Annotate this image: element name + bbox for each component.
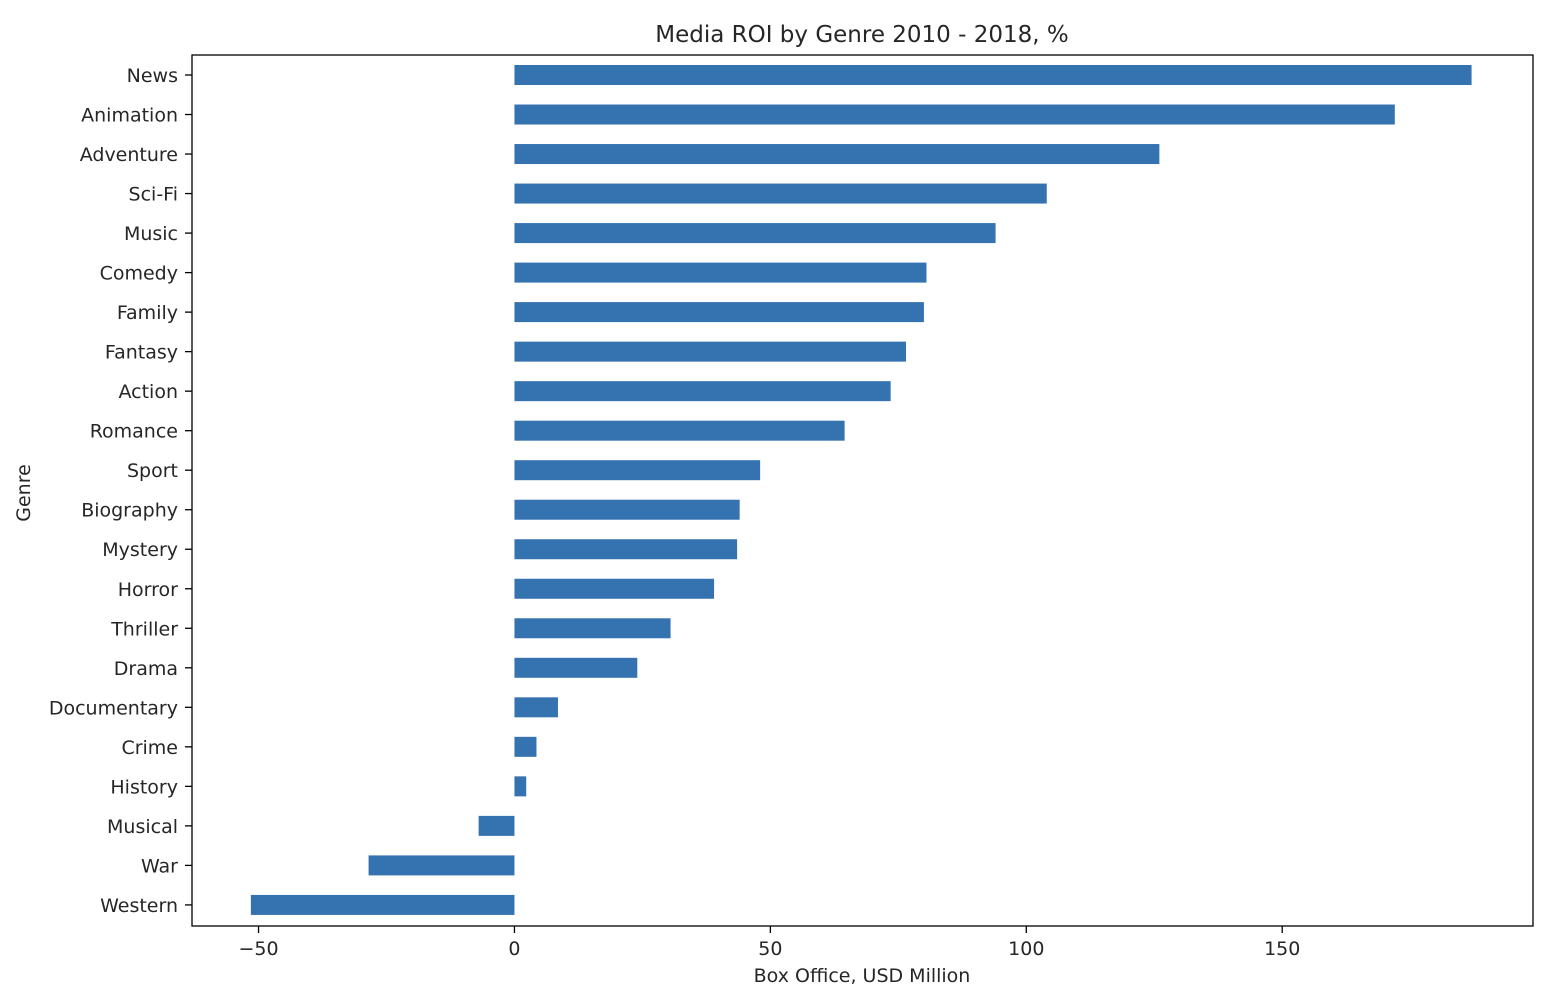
y-tick-label-western: Western (100, 895, 178, 917)
y-tick-label-action: Action (118, 381, 178, 403)
y-tick-label-news: News (127, 65, 178, 87)
bar-mystery (514, 539, 738, 560)
bar-news (514, 65, 1472, 85)
bar-action (514, 381, 891, 402)
x-tick-label: 150 (1264, 938, 1300, 960)
x-tick-label: 100 (1008, 938, 1044, 960)
chart-title: Media ROI by Genre 2010 - 2018, % (655, 22, 1069, 48)
bar-adventure (514, 144, 1160, 165)
x-tick-label: −50 (238, 938, 278, 960)
y-tick-label-documentary: Documentary (49, 697, 178, 719)
bar-thriller (514, 618, 671, 639)
x-tick-label: 0 (508, 938, 520, 960)
bars (250, 65, 1472, 915)
bar-drama (514, 657, 638, 678)
bar-family (514, 302, 924, 323)
y-tick-label-family: Family (117, 302, 178, 324)
bar-war (368, 855, 515, 876)
y-tick-label-biography: Biography (81, 500, 178, 522)
y-tick-label-sport: Sport (127, 460, 178, 482)
y-tick-label-crime: Crime (121, 737, 178, 759)
y-tick-label-sci-fi: Sci-Fi (129, 184, 178, 206)
bar-romance (514, 420, 845, 441)
y-tick-label-history: History (110, 776, 178, 798)
x-axis-title: Box Office, USD Million (754, 965, 971, 987)
bar-fantasy (514, 341, 907, 362)
bar-sport (514, 460, 761, 481)
plot-frame (191, 54, 1534, 927)
bar-biography (514, 499, 740, 520)
y-tick-label-war: War (141, 855, 178, 877)
y-axis-title: Genre (13, 464, 35, 522)
bar-animation (514, 104, 1395, 125)
bar-music (514, 223, 996, 244)
y-tick-label-animation: Animation (81, 105, 178, 127)
bar-documentary (514, 697, 558, 718)
bar-musical (478, 815, 515, 836)
y-axis: News Animation Adventure Sci-Fi Music Comedy F… (49, 65, 192, 917)
y-tick-label-fantasy: Fantasy (105, 342, 178, 364)
y-tick-label-musical: Musical (107, 816, 178, 838)
x-tick-label: 50 (758, 938, 782, 960)
bar-comedy (514, 262, 927, 283)
y-tick-label-thriller: Thriller (110, 618, 178, 640)
y-tick-label-horror: Horror (118, 579, 178, 601)
y-tick-label-music: Music (124, 223, 178, 245)
bar-horror (514, 578, 715, 599)
y-tick-label-mystery: Mystery (102, 539, 178, 561)
bar-sci-fi (514, 183, 1047, 204)
y-tick-label-comedy: Comedy (100, 263, 178, 285)
y-tick-label-romance: Romance (90, 421, 178, 443)
y-tick-label-adventure: Adventure (80, 144, 178, 166)
bar-crime (514, 736, 537, 757)
y-tick-label-drama: Drama (114, 658, 178, 680)
bar-history (514, 776, 527, 797)
bar-western (250, 894, 515, 915)
x-axis: −50 0 50 100 150 (238, 926, 1300, 960)
